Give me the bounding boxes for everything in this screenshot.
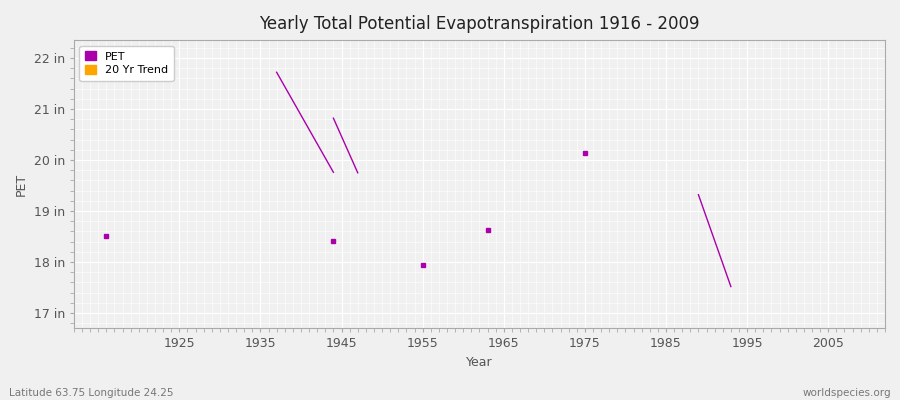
Text: Latitude 63.75 Longitude 24.25: Latitude 63.75 Longitude 24.25 xyxy=(9,388,174,398)
X-axis label: Year: Year xyxy=(466,356,492,369)
Title: Yearly Total Potential Evapotranspiration 1916 - 2009: Yearly Total Potential Evapotranspiratio… xyxy=(259,15,699,33)
Legend: PET, 20 Yr Trend: PET, 20 Yr Trend xyxy=(79,46,174,81)
Text: worldspecies.org: worldspecies.org xyxy=(803,388,891,398)
Y-axis label: PET: PET xyxy=(15,173,28,196)
